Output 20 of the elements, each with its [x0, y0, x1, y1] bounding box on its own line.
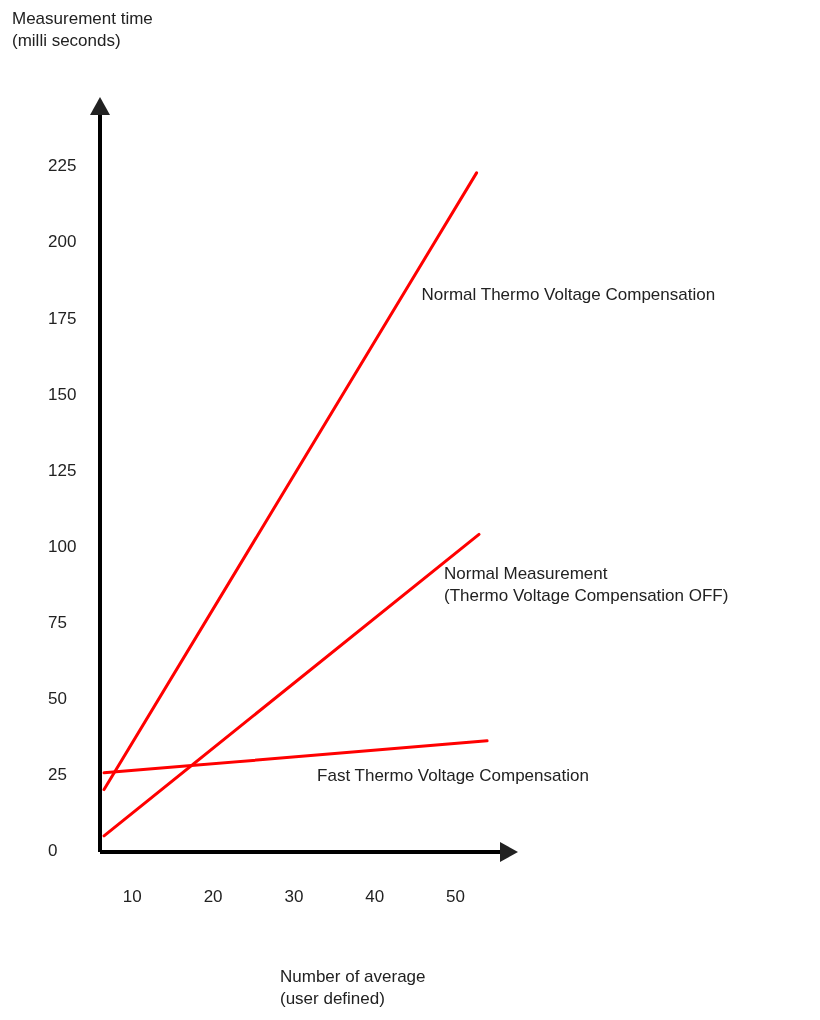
series-label: Normal Measurement (Thermo Voltage Compensation OFF)	[443, 564, 729, 606]
series-label: Fast Thermo Voltage Compensation	[317, 765, 589, 785]
x-axis-title: Number of average (user defined)	[280, 967, 426, 1008]
x-tick-label: 20	[203, 887, 223, 906]
y-tick-label: 200	[48, 232, 77, 252]
y-tick-label: 0	[48, 841, 58, 861]
x-tick-label: 40	[365, 887, 385, 906]
y-axis-title: Measurement time (milli seconds)	[12, 9, 153, 50]
y-tick-label: 50	[48, 689, 67, 709]
y-tick-label: 25	[48, 765, 67, 785]
x-tick-label: 30	[284, 887, 304, 906]
y-tick-label: 125	[48, 460, 77, 480]
x-tick-label: 50	[446, 887, 466, 906]
y-tick-label: 100	[48, 536, 77, 556]
y-tick-label: 225	[48, 156, 77, 176]
series-label: Normal Thermo Voltage Compensation	[421, 284, 716, 304]
y-tick-label: 150	[48, 384, 77, 404]
y-tick-label: 175	[48, 308, 77, 328]
x-tick-label: 10	[122, 887, 142, 906]
y-tick-label: 75	[48, 613, 67, 633]
